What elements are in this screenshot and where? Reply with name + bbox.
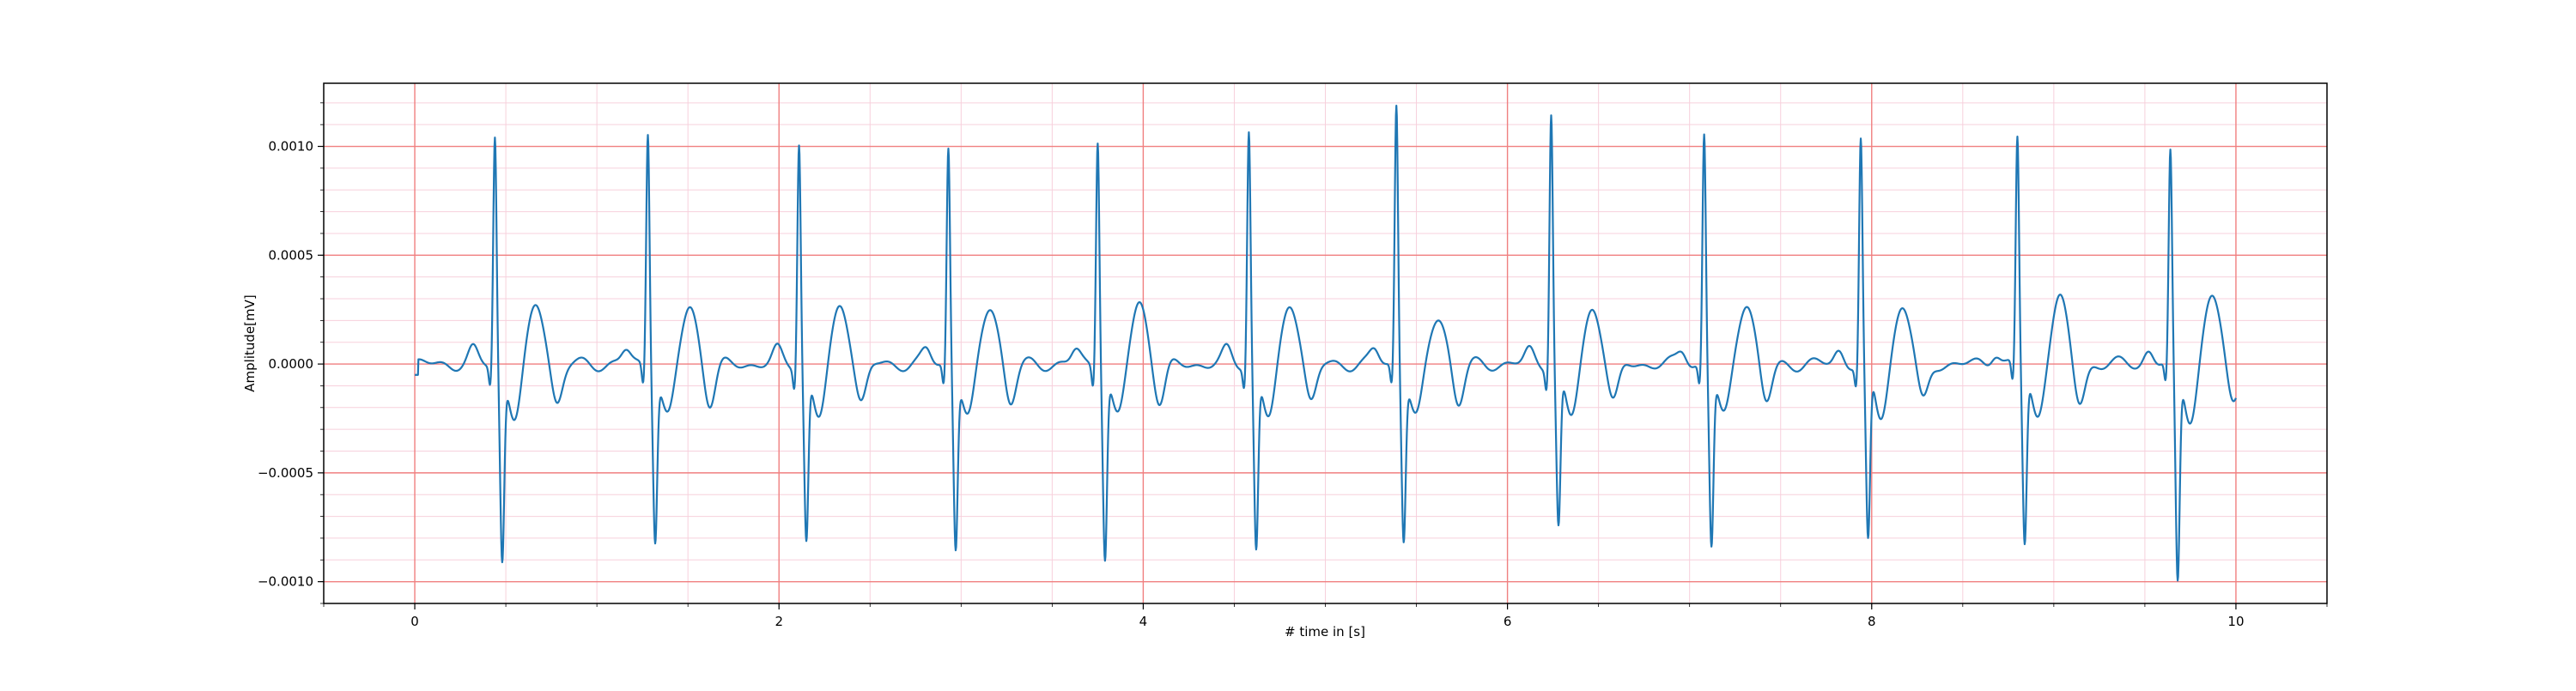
x-tick-label: 8 <box>1868 614 1876 629</box>
major-grid <box>324 83 2327 603</box>
y-axis-label: Amplitude[mV] <box>242 294 258 391</box>
y-tick-label: 0.0010 <box>269 139 314 155</box>
x-axis-label: # time in [s] <box>1285 624 1365 639</box>
ecg-series-line <box>414 105 2237 582</box>
x-tick-label: 6 <box>1504 614 1512 629</box>
x-tick-label: 10 <box>2227 614 2244 629</box>
ticks-layer: 0 2 4 6 8 10 0.0010 0.0005 0.0000 −0.0005 −0.0010 <box>258 102 2328 629</box>
y-tick-label: −0.0010 <box>258 574 313 590</box>
x-tick-label: 2 <box>775 614 783 629</box>
x-tick-label: 0 <box>410 614 419 629</box>
y-tick-label: −0.0005 <box>258 465 313 481</box>
y-tick-label: 0.0000 <box>269 356 314 372</box>
x-tick-label: 4 <box>1139 614 1148 629</box>
y-tick-label: 0.0005 <box>269 247 314 263</box>
series-layer <box>414 105 2237 582</box>
